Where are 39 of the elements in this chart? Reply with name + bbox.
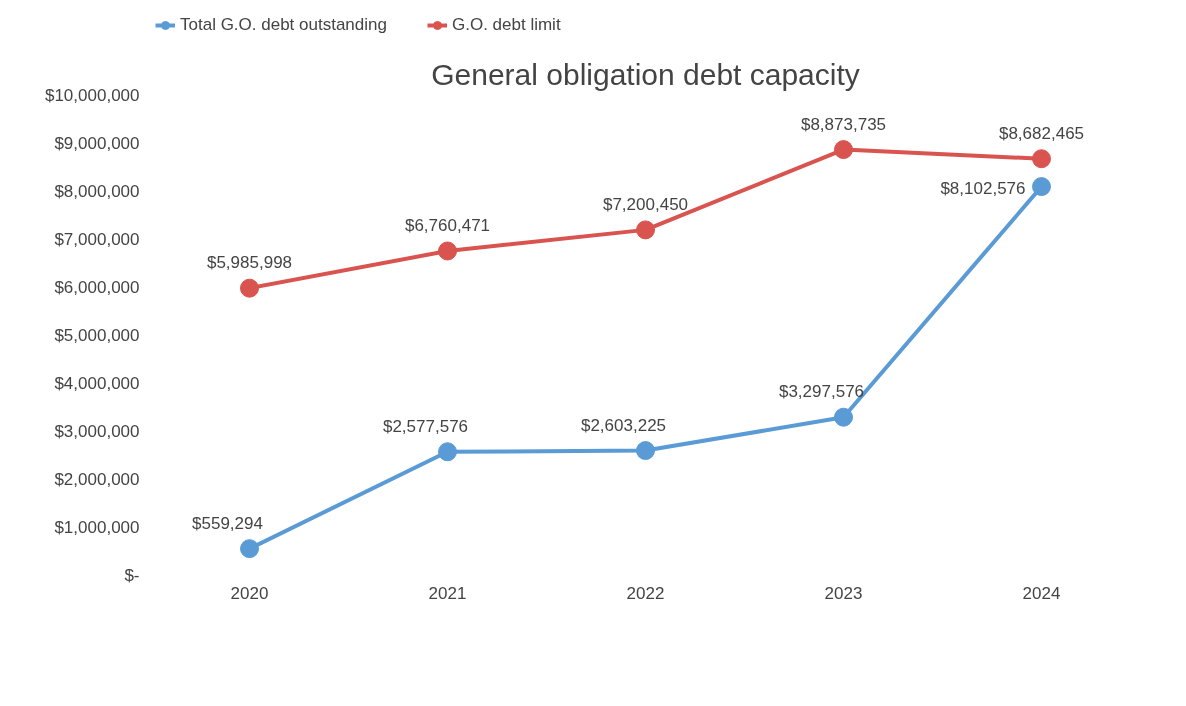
y-tick-label: $5,000,000 — [54, 326, 140, 345]
x-tick-label: 2024 — [1022, 583, 1061, 603]
point — [1032, 177, 1051, 197]
y-tick-label: $8,000,000 — [54, 182, 140, 201]
legend-label: Total G.O. debt outstanding — [180, 15, 387, 35]
x-tick-label: 2023 — [824, 583, 863, 603]
data-label: $8,873,735 — [800, 114, 887, 134]
point — [240, 539, 259, 559]
x-tick-label: 2022 — [626, 583, 665, 603]
y-tick-label: $3,000,000 — [54, 422, 140, 441]
data-label: $8,102,576 — [940, 179, 1026, 199]
y-tick-label: $2,000,000 — [54, 470, 140, 489]
point — [438, 241, 457, 261]
y-tick-label: $10,000,000 — [44, 86, 140, 105]
data-label: $559,294 — [192, 513, 263, 533]
data-label: $2,603,225 — [580, 415, 667, 435]
y-tick-label: $4,000,000 — [54, 374, 140, 393]
x-tick-label: 2021 — [428, 583, 467, 603]
point — [438, 442, 457, 462]
y-tick-label: $6,000,000 — [54, 278, 140, 297]
chart-title: General obligation debt capacity — [431, 57, 860, 91]
data-label: $2,577,576 — [382, 416, 469, 436]
legend-label: G.O. debt limit — [451, 15, 561, 35]
point — [636, 220, 655, 240]
data-label: $6,760,471 — [404, 216, 491, 235]
data-label: $3,297,576 — [778, 382, 865, 402]
y-tick-label: $- — [124, 566, 140, 585]
y-tick-label: $9,000,000 — [54, 134, 140, 153]
data-label: $7,200,450 — [602, 194, 689, 214]
data-label: $5,985,998 — [206, 253, 293, 273]
point — [1032, 149, 1051, 169]
point — [636, 441, 655, 461]
data-label: $8,682,465 — [998, 123, 1085, 143]
y-tick-label: $1,000,000 — [54, 518, 140, 537]
x-tick-label: 2020 — [230, 583, 269, 603]
y-tick-label: $7,000,000 — [54, 230, 140, 249]
point — [240, 278, 259, 298]
point — [834, 407, 853, 427]
point — [834, 140, 853, 160]
